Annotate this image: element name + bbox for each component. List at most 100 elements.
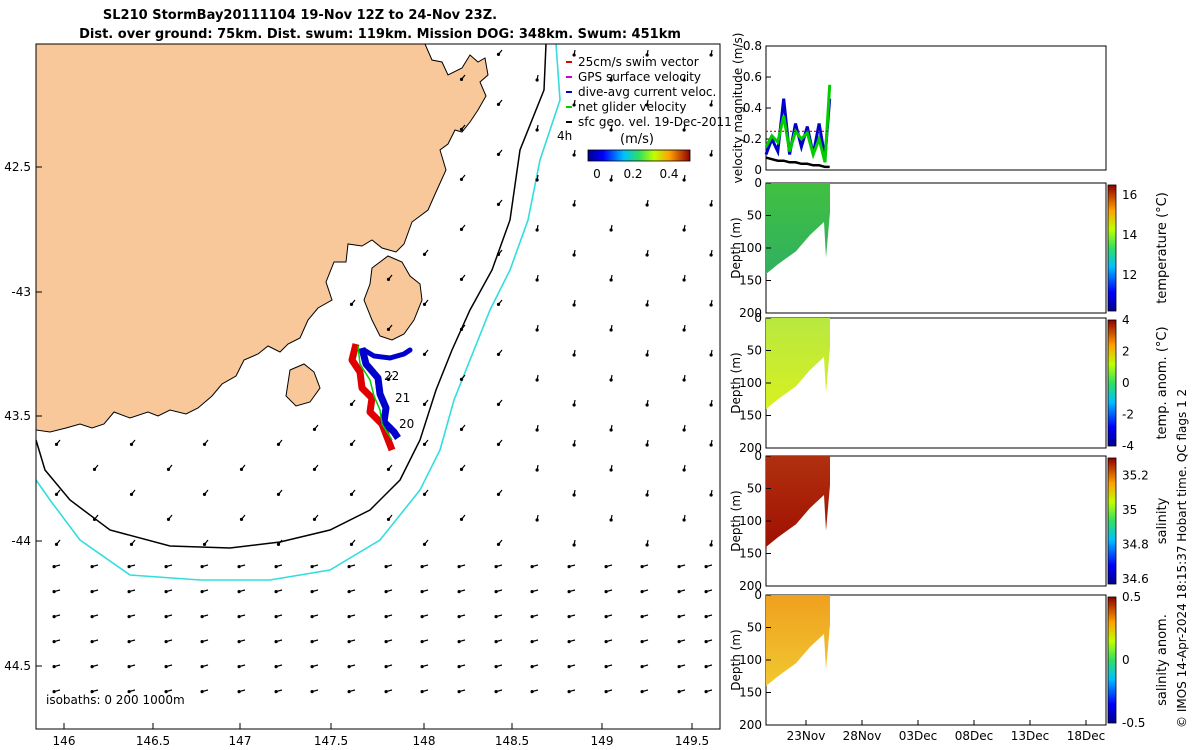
geo-velocity-arrowhead <box>166 467 171 471</box>
geo-velocity-arrowhead <box>52 665 56 669</box>
map-x-ticks: 146 146.5 147 147.5 148 148.5 149 149.5 <box>53 723 709 748</box>
section-colorbar-tick: 35.2 <box>1122 468 1149 482</box>
section-colorbar-label: temperature (°C) <box>1155 192 1170 304</box>
geo-velocity-arrowhead <box>164 690 168 694</box>
geo-velocity-arrowhead <box>572 543 576 547</box>
geo-velocity-arrowhead <box>640 615 644 619</box>
geo-velocity-arrowhead <box>609 78 613 82</box>
geo-velocity-arrowhead <box>494 690 498 694</box>
geo-velocity-arrowhead <box>704 665 708 669</box>
geo-velocity-arrowhead <box>604 615 608 619</box>
geo-velocity-arrowhead <box>567 690 571 694</box>
geo-velocity-arrowhead <box>709 493 713 497</box>
geo-velocity-arrowhead <box>645 543 649 547</box>
geo-velocity-arrowhead <box>457 665 461 669</box>
geo-velocity-arrowhead <box>310 615 314 619</box>
geo-velocity-arrowhead <box>709 153 713 157</box>
geo-velocity-arrowhead <box>535 328 539 332</box>
geo-velocity-arrowhead <box>496 202 501 206</box>
geo-velocity-arrowhead <box>420 640 424 644</box>
geo-velocity-arrowhead <box>239 517 244 522</box>
map-isobath-200 <box>35 43 547 549</box>
geo-velocity-arrowhead <box>604 565 608 569</box>
geo-velocity-arrowhead <box>384 615 388 619</box>
map-x-tick-label: 148 <box>413 734 436 748</box>
geo-velocity-arrowhead <box>237 690 241 694</box>
section-y-label: Depth (m) <box>729 490 743 551</box>
section-colorbar-label: salinity <box>1155 497 1170 544</box>
glider-track-current <box>358 347 401 440</box>
map-isobath-1000 <box>35 43 561 581</box>
section-y-tick-label: 0 <box>754 311 762 325</box>
geo-velocity-arrowhead <box>459 277 464 281</box>
section-y-tick-label: 150 <box>739 547 762 561</box>
geo-velocity-arrowhead <box>129 492 134 496</box>
section-y-tick-label: 150 <box>739 686 762 700</box>
speed-colorbar-tick: 0.4 <box>659 167 678 181</box>
geo-velocity-arrowhead <box>386 517 391 522</box>
velocity-y-tick-label: 0.8 <box>743 39 762 53</box>
geo-velocity-arrowhead <box>494 665 498 669</box>
geo-velocity-arrowhead <box>604 690 608 694</box>
geo-velocity-arrowhead <box>164 590 168 594</box>
geo-velocity-arrowhead <box>645 493 649 497</box>
geo-velocity-arrowhead <box>310 565 314 569</box>
geo-velocity-arrowhead <box>682 518 686 522</box>
geo-velocity-arrowhead <box>164 640 168 644</box>
geo-velocity-arrowhead <box>572 253 576 257</box>
geo-velocity-arrowhead <box>704 615 708 619</box>
section-y-tick-label: 50 <box>747 344 762 358</box>
geo-velocity-arrowhead <box>274 665 278 669</box>
geo-velocity-arrowhead <box>90 565 94 569</box>
geo-velocity-arrowhead <box>312 467 317 471</box>
geo-velocity-arrowhead <box>347 690 351 694</box>
geo-velocity-arrowhead <box>90 590 94 594</box>
geo-velocity-arrowhead <box>54 542 59 547</box>
figure-title-line1: SL210 StormBay20111104 19-Nov 12Z to 24-… <box>102 8 498 23</box>
geo-velocity-arrowhead <box>420 590 424 594</box>
geo-velocity-arrowhead <box>200 665 204 669</box>
geo-velocity-arrowhead <box>347 615 351 619</box>
map-x-tick-label: 149 <box>591 734 614 748</box>
geo-velocity-arrowhead <box>572 153 576 157</box>
geo-velocity-arrowhead <box>459 227 464 231</box>
geo-velocity-arrowhead <box>127 665 131 669</box>
geo-velocity-arrowhead <box>677 590 681 594</box>
geo-velocity-arrowhead <box>459 427 464 431</box>
geo-velocity-arrowhead <box>677 565 681 569</box>
legend-label: net glider velocity <box>578 100 686 114</box>
footer-credit: © IMOS 14-Apr-2024 18:15:37 Hobart time.… <box>1175 389 1189 728</box>
section-x-tick-label: 03Dec <box>899 729 938 743</box>
geo-velocity-arrowhead <box>127 640 131 644</box>
geo-velocity-arrowhead <box>709 303 713 307</box>
glider-track-net <box>357 345 393 441</box>
geo-velocity-arrowhead <box>567 615 571 619</box>
geo-velocity-arrowhead <box>92 467 97 471</box>
map-land <box>35 43 489 433</box>
geo-velocity-arrowhead <box>572 493 576 497</box>
geo-velocity-arrowhead <box>682 228 686 232</box>
section-colorbar-tick: 14 <box>1122 228 1137 242</box>
geo-velocity-arrowhead <box>645 53 649 57</box>
geo-velocity-arrowhead <box>202 492 207 496</box>
figure-title-line2: Dist. over ground: 75km. Dist. swum: 119… <box>79 27 681 42</box>
geo-velocity-arrowhead <box>459 327 464 331</box>
geo-velocity-arrowhead <box>709 443 713 447</box>
geo-velocity-arrowhead <box>422 352 427 356</box>
geo-velocity-arrowhead <box>640 590 644 594</box>
geo-velocity-arrowhead <box>609 278 613 282</box>
section-colorbar-label: salinity anom. <box>1155 614 1170 706</box>
geo-velocity-arrowhead <box>567 665 571 669</box>
geo-velocity-arrowhead <box>276 492 281 496</box>
temp-anomaly-section: 0 50 100 150 200 Depth (m) -4 -2 0 2 4 temp. anom. … <box>729 311 1170 455</box>
legend-label: dive-avg current veloc. <box>578 85 716 99</box>
geo-velocity-arrowhead <box>496 152 501 156</box>
geo-velocity-arrowhead <box>457 615 461 619</box>
geo-velocity-arrowhead <box>420 565 424 569</box>
colorbar-title: (m/s) <box>620 132 654 147</box>
geo-velocity-arrowhead <box>310 640 314 644</box>
geo-velocity-arrowhead <box>535 378 539 382</box>
map-frame <box>35 43 721 730</box>
section-y-tick-label: 50 <box>747 209 762 223</box>
